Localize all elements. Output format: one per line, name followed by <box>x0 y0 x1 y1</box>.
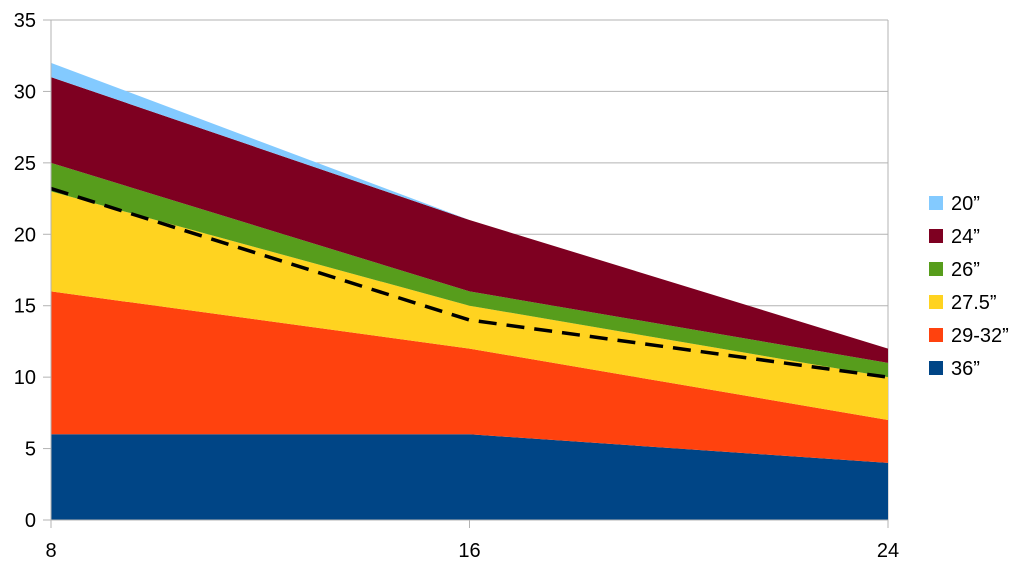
legend: 20” 24” 26” 27.5” 29-32” 36” <box>929 193 1009 380</box>
x-tick-label: 8 <box>45 540 56 562</box>
legend-label: 29-32” <box>951 325 1009 347</box>
legend-swatch <box>929 262 943 276</box>
legend-swatch <box>929 295 943 309</box>
legend-swatch <box>929 361 943 375</box>
legend-swatch <box>929 196 943 210</box>
area-series <box>51 62 888 520</box>
y-tick-label: 15 <box>14 296 36 318</box>
y-tick-label: 10 <box>14 367 36 389</box>
legend-label: 27.5” <box>951 292 997 314</box>
y-tick-label: 0 <box>25 510 36 532</box>
legend-label: 36” <box>951 358 980 380</box>
y-tick-label: 30 <box>14 81 36 103</box>
area-0 <box>51 434 888 520</box>
axes: 0 5 10 15 20 25 30 35 8 16 24 <box>14 10 899 562</box>
area-1 <box>51 291 888 463</box>
area-3 <box>51 162 888 378</box>
dashed-line <box>50 186 889 379</box>
y-tick-label: 20 <box>14 224 36 246</box>
y-tick-label: 5 <box>25 439 36 461</box>
x-tick-label: 16 <box>458 540 480 562</box>
y-tick-label: 35 <box>14 10 36 32</box>
x-tick-label: 24 <box>877 540 899 562</box>
legend-label: 20” <box>951 193 980 215</box>
legend-label: 26” <box>951 259 980 281</box>
dashed-line-path <box>50 186 889 379</box>
legend-swatch <box>929 229 943 243</box>
y-tick-label: 25 <box>14 153 36 175</box>
legend-swatch <box>929 328 943 342</box>
legend-label: 24” <box>951 226 980 248</box>
